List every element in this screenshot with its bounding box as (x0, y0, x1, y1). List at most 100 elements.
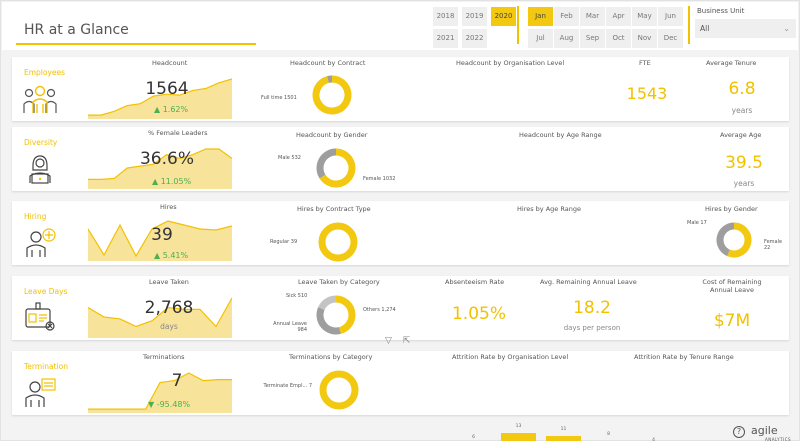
help-icon[interactable]: ? (733, 426, 745, 438)
terminations-delta: ▼ -95.48% (148, 400, 191, 409)
donut-label: Annual Leave 984 (273, 321, 307, 333)
data-label: 4 (652, 437, 655, 441)
headcount-delta: ▲ 1.62% (154, 105, 189, 114)
divider (688, 6, 690, 44)
page-title: HR at a Glance (24, 22, 129, 38)
donut-slice[interactable] (327, 75, 333, 83)
leave-badge-icon (25, 302, 55, 331)
month-jun[interactable]: Jun (658, 7, 683, 26)
sparkline-area (88, 298, 232, 338)
year-2018[interactable]: 2018 (433, 7, 458, 26)
data-label: 11 (560, 427, 567, 433)
month-sep[interactable]: Sep (580, 29, 605, 48)
month-may[interactable]: May (632, 7, 657, 26)
month-jul[interactable]: Jul (528, 29, 553, 48)
business-unit-dropdown[interactable]: All ⌄ (695, 19, 796, 38)
focus-mode-icon[interactable]: ⇱ (402, 336, 411, 346)
row-employees: Employees Headcount 1564 ▲ 1.62% Headcou… (12, 57, 789, 171)
bar[interactable] (546, 436, 581, 441)
donut-label: Sick 510 (286, 293, 308, 299)
donut-slice[interactable] (312, 75, 352, 115)
year-2021[interactable]: 2021 (433, 29, 458, 48)
donut-slice[interactable] (727, 222, 752, 258)
female-leaders-sparkline[interactable] (88, 145, 232, 189)
woman-laptop-icon (29, 155, 51, 184)
vis-title: Leave Taken (149, 278, 189, 286)
sparkline-line (88, 78, 232, 116)
donut-slice[interactable] (316, 148, 337, 179)
row-hiring: Hiring Hires 39 ▲ 5.41% Hires by Contrac… (12, 201, 789, 441)
hire-gender-donut[interactable] (714, 220, 754, 260)
leave-category-donut[interactable] (314, 293, 358, 337)
vis-title: Hires by Contract Type (297, 205, 371, 213)
up-arrow-icon: ▲ (152, 177, 159, 186)
year-2022[interactable]: 2022 (462, 29, 487, 48)
tenure-unit: years (731, 106, 753, 115)
sparkline-area (88, 373, 232, 413)
row-label: Diversity (24, 138, 58, 147)
donut-slice[interactable] (716, 222, 735, 257)
termination-category-donut[interactable] (317, 368, 361, 412)
month-aug[interactable]: Aug (554, 29, 579, 48)
up-arrow-icon: ▲ (154, 105, 161, 114)
vis-title: Headcount by Organisation Level (456, 59, 565, 67)
business-unit-label: Business Unit (697, 7, 745, 15)
headcount-value: 1564 (145, 79, 189, 99)
vis-title: Hires by Gender (705, 205, 758, 213)
avg-age-value: 39.5 (725, 153, 763, 173)
month-oct[interactable]: Oct (606, 29, 631, 48)
month-nov[interactable]: Nov (632, 29, 657, 48)
divider (517, 6, 519, 44)
donut-label: Female 22 (764, 239, 783, 251)
donut-label: Full time 1501 (261, 95, 297, 101)
vis-title: Cost of Remaining Annual Leave (702, 278, 762, 294)
sparkline-line (88, 148, 232, 181)
row-label: Termination (24, 362, 68, 371)
year-2020[interactable]: 2020 (491, 7, 516, 26)
donut-slice[interactable] (316, 307, 341, 335)
vis-title: Hires by Age Range (517, 205, 581, 213)
vis-title: Average Tenure (706, 59, 757, 67)
termination-person-icon (25, 378, 56, 407)
people-group-icon (23, 85, 57, 113)
vis-title: % Female Leaders (148, 129, 208, 137)
donut-slice[interactable] (335, 295, 356, 334)
vis-title: Attrition Rate by Organisation Level (452, 353, 569, 361)
absenteeism-value: 1.05% (451, 304, 506, 324)
down-arrow-icon: ▼ (148, 400, 155, 409)
fte-value: 1543 (626, 84, 668, 103)
visual-toolbar: ▽ ⇱ (385, 336, 410, 346)
leave-sparkline[interactable] (88, 294, 232, 338)
month-jan[interactable]: Jan (528, 7, 553, 26)
year-2019[interactable]: 2019 (462, 7, 487, 26)
terminations-sparkline[interactable] (88, 369, 232, 413)
row-diversity: Diversity % Female Leaders 36.6% ▲ 11.05… (12, 127, 789, 316)
donut-slice[interactable] (318, 222, 358, 262)
vis-title: Headcount by Age Range (519, 131, 602, 139)
title-underline (16, 43, 256, 45)
contract-donut[interactable] (310, 73, 354, 117)
headcount-sparkline[interactable] (88, 75, 232, 119)
tenure-value: 6.8 (728, 79, 756, 99)
female-leaders-value: 36.6% (139, 149, 194, 169)
hires-sparkline[interactable] (88, 217, 232, 261)
hire-contract-donut[interactable] (316, 220, 360, 264)
cost-value: $7M (713, 311, 751, 331)
hires-delta: ▲ 5.41% (154, 251, 189, 260)
avg-age-unit: years (733, 179, 755, 188)
bar[interactable] (501, 433, 536, 441)
donut-label: Regular 39 (270, 239, 298, 245)
donut-slice[interactable] (319, 370, 359, 410)
donut-slice[interactable] (318, 295, 337, 311)
female-leaders-delta: ▲ 11.05% (152, 177, 192, 186)
filter-icon[interactable]: ▽ (385, 336, 392, 346)
gender-donut[interactable] (314, 146, 358, 190)
month-apr[interactable]: Apr (606, 7, 631, 26)
donut-label: Terminate Empl... 7 (263, 383, 313, 389)
month-dec[interactable]: Dec (658, 29, 683, 48)
month-mar[interactable]: Mar (580, 7, 605, 26)
sparkline-area (88, 79, 232, 119)
data-label: 8 (607, 431, 610, 437)
donut-slice[interactable] (319, 148, 356, 188)
month-feb[interactable]: Feb (554, 7, 579, 26)
